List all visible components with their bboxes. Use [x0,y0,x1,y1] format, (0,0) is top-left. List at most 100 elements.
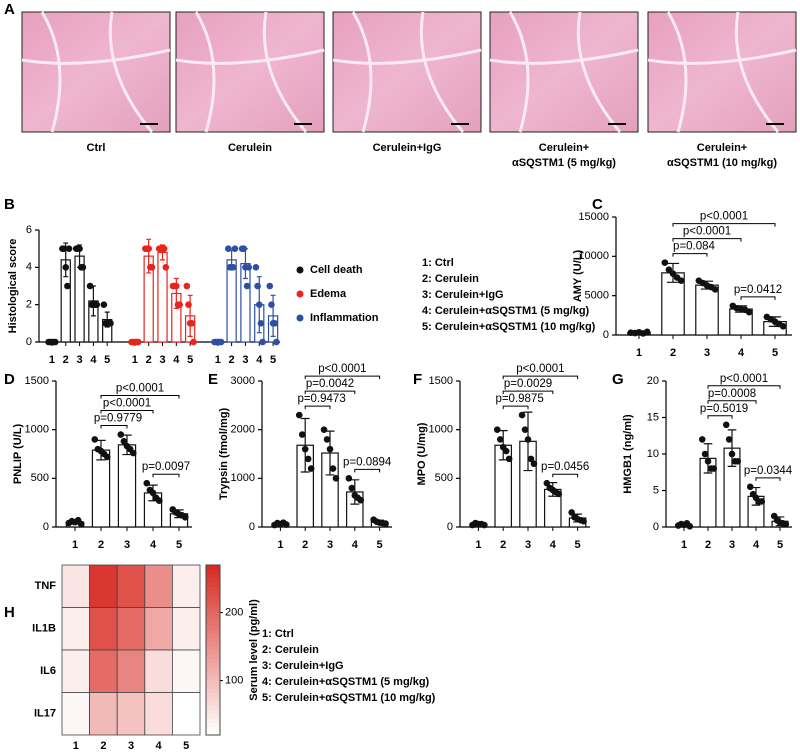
y-tick-label: 0 [26,336,32,348]
y-tick-label: 0 [43,521,49,533]
image-label: αSQSTM1 (5 mg/kg) [512,157,616,169]
colorbar-step [206,611,220,617]
x-tick-label: 4 [150,539,157,551]
data-point [301,445,309,453]
data-point [677,277,685,285]
data-point [79,264,87,271]
y-tick-label: 1500 [25,375,49,387]
y-tick-label: 0 [249,521,255,533]
key-line: 4: Cerulein+αSQSTM1 (5 mg/kg) [262,676,430,688]
data-point [307,465,315,472]
heatmap-cell [116,607,146,651]
panel-letter: A [4,1,15,18]
y-axis-label: Trypsin (fmol/mg) [218,408,230,501]
colorbar-step [206,603,220,608]
legend-label: Edema [310,288,347,300]
colorbar-step [206,679,220,685]
data-point [745,308,753,316]
panel-letter: E [208,371,218,388]
error-bar [350,479,360,505]
x-tick-label: 5 [104,354,110,366]
data-point [273,338,280,346]
data-point [704,458,712,465]
data-point [320,426,328,433]
comparison-bracket [755,477,781,481]
colorbar-step [206,577,220,583]
x-tick-label: 1 [475,539,481,551]
data-point [268,301,275,308]
heatmap-cell [116,564,146,608]
colorbar-step [206,696,220,702]
key-line: 3: Cerulein+IgG [422,289,504,301]
data-point [711,286,719,293]
colorbar-step [206,616,220,621]
heatmap-cell [144,692,173,736]
tissue-gap [175,11,325,133]
data-point [348,484,356,492]
heatmap-cell [89,607,118,651]
tissue-gap [21,11,171,133]
p-value: p=0.0412 [734,284,782,296]
key-line: 5: Cerulein+αSQSTM1 (10 mg/kg) [422,321,596,333]
data-point [117,431,125,438]
comparison-bracket [100,395,180,399]
colorbar-step [206,718,220,723]
x-tick-label: 1 [72,539,78,551]
heatmap-cell [61,649,91,693]
comparison-bracket [304,390,356,395]
colorbar-tick-label: 100 [225,675,243,687]
data-point [746,483,754,491]
data-point [505,455,513,463]
p-value: p=0.0029 [504,378,552,390]
error-bar [300,417,310,473]
bar [91,449,111,528]
tissue-image [647,11,797,133]
x-tick-label: 5 [187,354,193,366]
panel-letter: B [4,196,15,213]
colorbar-frame [205,564,221,736]
colorbar-step [206,599,220,604]
data-point [304,455,312,463]
data-point [252,264,260,271]
column-label: 2 [100,740,106,752]
data-point [323,436,331,443]
p-value: p=0.9779 [94,413,142,425]
data-point [134,338,142,346]
heatmap-cell [89,692,118,736]
p-value: p=0.0097 [142,461,190,473]
heatmap-cell [61,692,91,736]
panel-letter: F [413,371,422,388]
colorbar-step [206,650,220,655]
data-point [148,264,156,271]
data-point [734,458,742,465]
comparison-bracket [354,468,381,473]
colorbar-step [206,726,220,732]
y-axis-label: PNLIP (U/L) [12,424,24,485]
x-tick-label: 2 [670,347,676,359]
data-point [524,436,532,443]
data-point [64,282,71,290]
x-tick-label: 5 [575,539,581,551]
colorbar-step [206,607,220,613]
heatmap-cell [171,564,201,608]
p-value: p<0.0001 [516,363,564,375]
image-label: Cerulein+ [697,142,747,154]
data-point [710,465,718,472]
comparison-bracket [672,223,776,227]
x-tick-label: 4 [550,539,557,551]
column-label: 3 [128,740,134,752]
data-point [229,264,237,271]
data-point [669,270,677,277]
tissue-image [175,11,325,133]
colorbar-step [206,569,220,574]
colorbar-step [206,633,220,638]
data-point [129,449,137,457]
x-tick-label: 1 [215,354,221,366]
y-tick-label: 3000 [231,375,255,387]
y-tick-label: 1000 [25,424,49,436]
data-point [160,245,168,252]
x-tick-label: 5 [777,539,783,551]
x-tick-label: 2 [302,539,308,551]
comparison-bracket [707,385,781,389]
x-tick-label: 3 [124,539,130,551]
